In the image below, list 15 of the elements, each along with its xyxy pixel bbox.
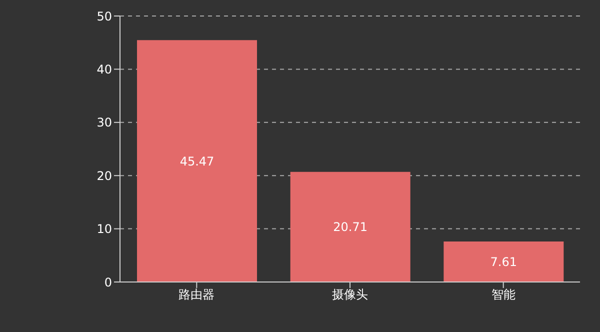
data-label: 20.71 <box>333 220 368 234</box>
bar <box>137 40 257 282</box>
y-tick-label: 0 <box>104 275 112 290</box>
y-tick-label: 40 <box>96 62 112 76</box>
x-tick-label: 路由器 <box>178 288 215 302</box>
x-tick-label: 智能 <box>491 288 516 302</box>
y-tick-label: 20 <box>96 168 112 183</box>
y-tick-label: 50 <box>96 9 112 24</box>
data-label: 7.61 <box>490 255 518 270</box>
bar <box>444 242 564 282</box>
y-tick-label: 30 <box>96 116 112 130</box>
data-label: 45.47 <box>180 154 214 168</box>
y-tick-label: 10 <box>96 222 112 236</box>
x-tick-label: 摄像头 <box>332 288 368 302</box>
bar <box>290 172 410 282</box>
